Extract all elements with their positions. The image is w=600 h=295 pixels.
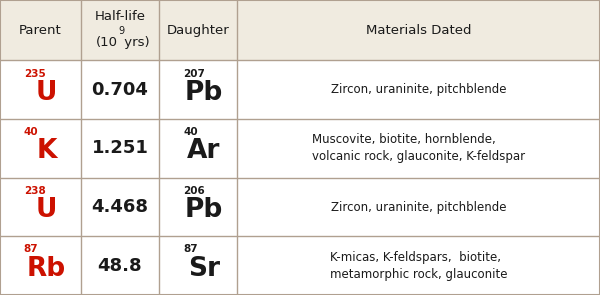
Text: yrs): yrs)	[120, 35, 150, 49]
Text: 87: 87	[183, 245, 197, 255]
Text: 48.8: 48.8	[98, 257, 142, 275]
Text: Sr: Sr	[188, 256, 220, 282]
Text: 0.704: 0.704	[92, 81, 148, 99]
Text: 235: 235	[24, 68, 46, 78]
Text: Materials Dated: Materials Dated	[366, 24, 471, 37]
Text: 1.251: 1.251	[92, 140, 148, 158]
Bar	[0, 60, 600, 119]
Text: 40: 40	[24, 127, 38, 137]
Text: 207: 207	[183, 68, 205, 78]
Bar	[0, 178, 600, 236]
Bar	[0, 119, 600, 178]
Text: K: K	[37, 138, 56, 164]
Text: Half-life: Half-life	[95, 10, 146, 24]
Text: U: U	[36, 197, 57, 223]
Bar	[0, 0, 600, 60]
Text: 87: 87	[24, 245, 38, 255]
Text: Parent: Parent	[19, 24, 62, 37]
Bar	[0, 236, 600, 295]
Text: Pb: Pb	[185, 197, 223, 223]
Text: 4.468: 4.468	[91, 198, 149, 216]
Text: Zircon, uraninite, pitchblende: Zircon, uraninite, pitchblende	[331, 83, 506, 96]
Text: (10: (10	[96, 35, 118, 49]
Text: Zircon, uraninite, pitchblende: Zircon, uraninite, pitchblende	[331, 201, 506, 214]
Text: 40: 40	[183, 127, 197, 137]
Text: Rb: Rb	[27, 256, 66, 282]
Text: Muscovite, biotite, hornblende,
volcanic rock, glauconite, K-feldspar: Muscovite, biotite, hornblende, volcanic…	[312, 133, 525, 163]
Text: 206: 206	[183, 186, 205, 196]
Text: K-micas, K-feldspars,  biotite,
metamorphic rock, glauconite: K-micas, K-feldspars, biotite, metamorph…	[330, 251, 507, 281]
Text: Daughter: Daughter	[167, 24, 229, 37]
Text: Pb: Pb	[185, 80, 223, 106]
Text: U: U	[36, 80, 57, 106]
Text: 9: 9	[118, 26, 124, 36]
Text: Ar: Ar	[187, 138, 221, 164]
Text: 238: 238	[24, 186, 46, 196]
